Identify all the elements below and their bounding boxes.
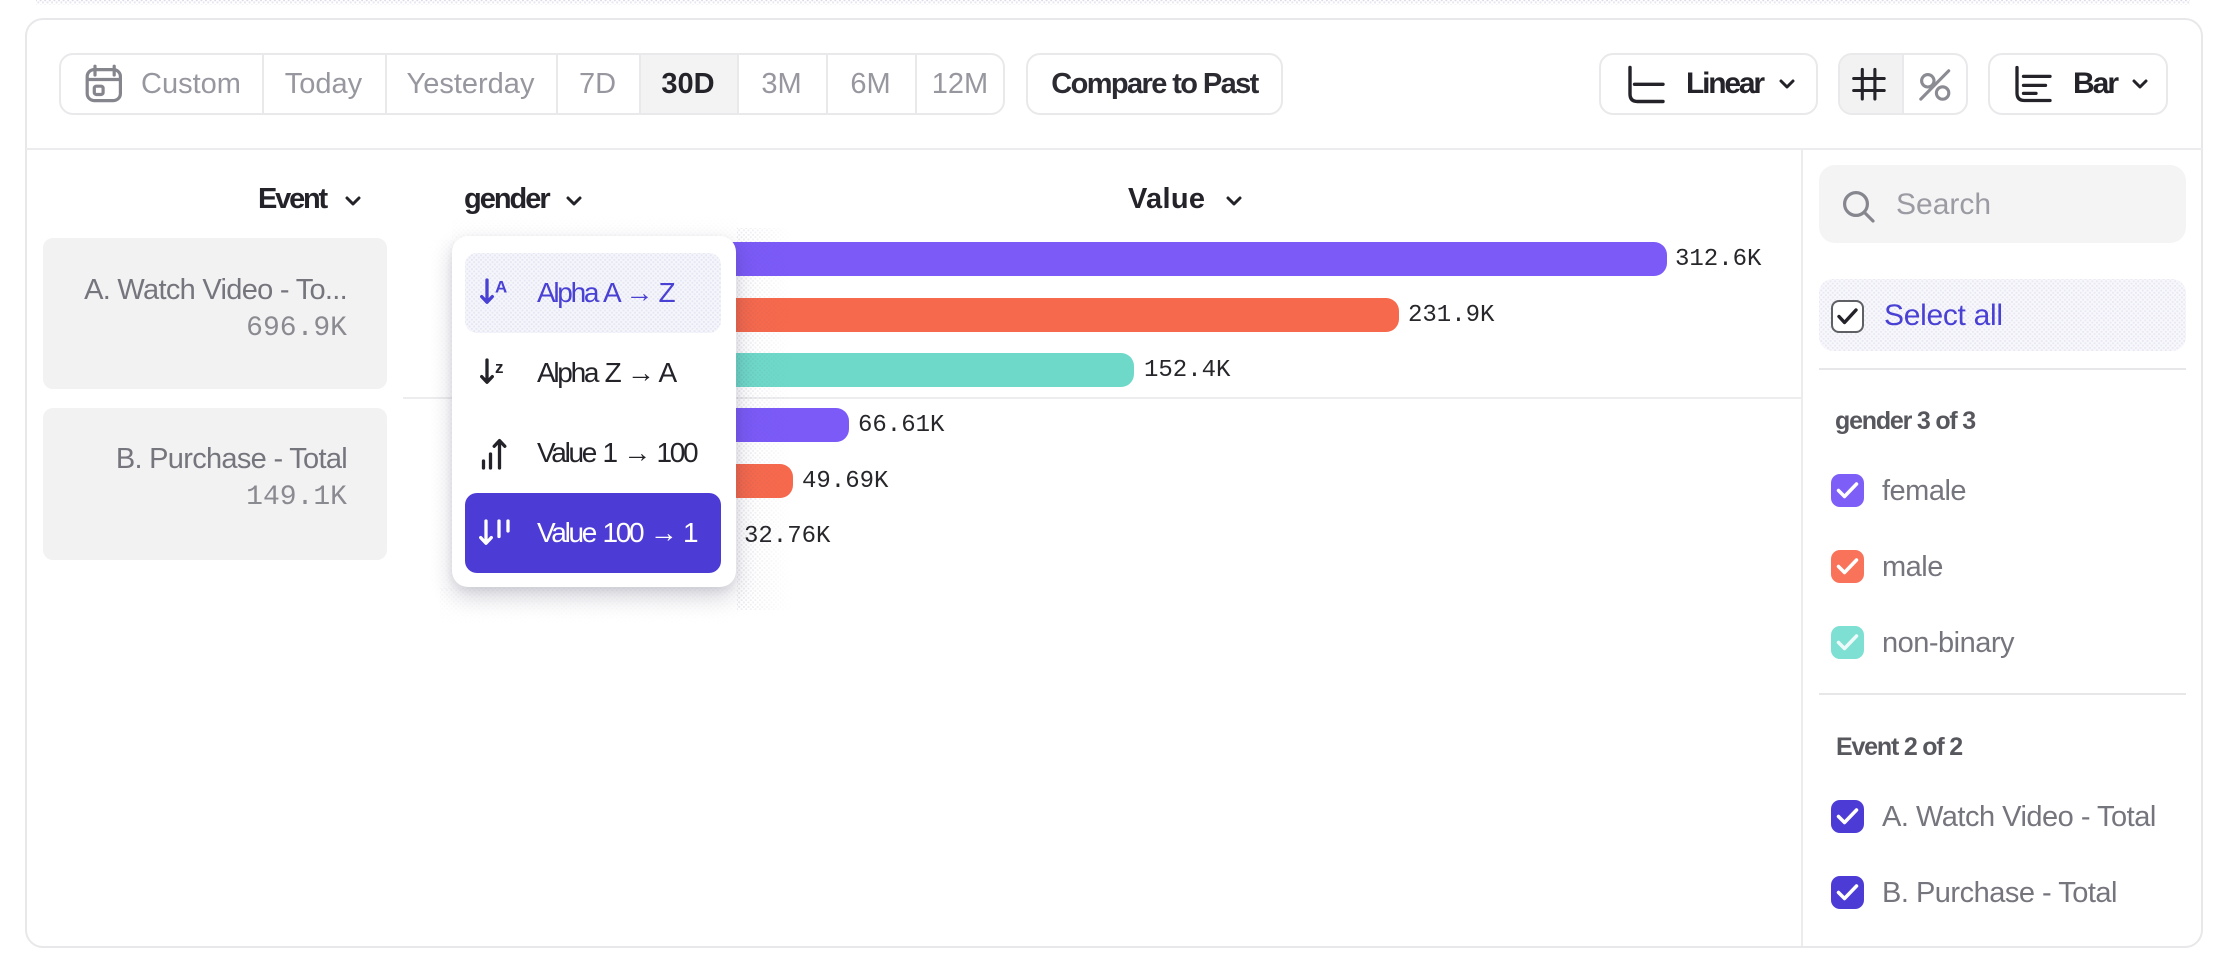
svg-text:A: A [495,278,507,297]
svg-text:z: z [495,358,504,377]
